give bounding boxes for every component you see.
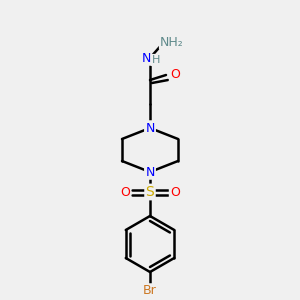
- Text: H: H: [152, 55, 160, 65]
- Text: O: O: [170, 185, 180, 199]
- Text: N: N: [145, 122, 155, 134]
- Text: NH₂: NH₂: [160, 35, 184, 49]
- Text: Br: Br: [143, 284, 157, 298]
- Text: S: S: [146, 185, 154, 199]
- Text: O: O: [120, 185, 130, 199]
- Text: O: O: [170, 68, 180, 82]
- Text: N: N: [145, 166, 155, 178]
- Text: N: N: [141, 52, 151, 64]
